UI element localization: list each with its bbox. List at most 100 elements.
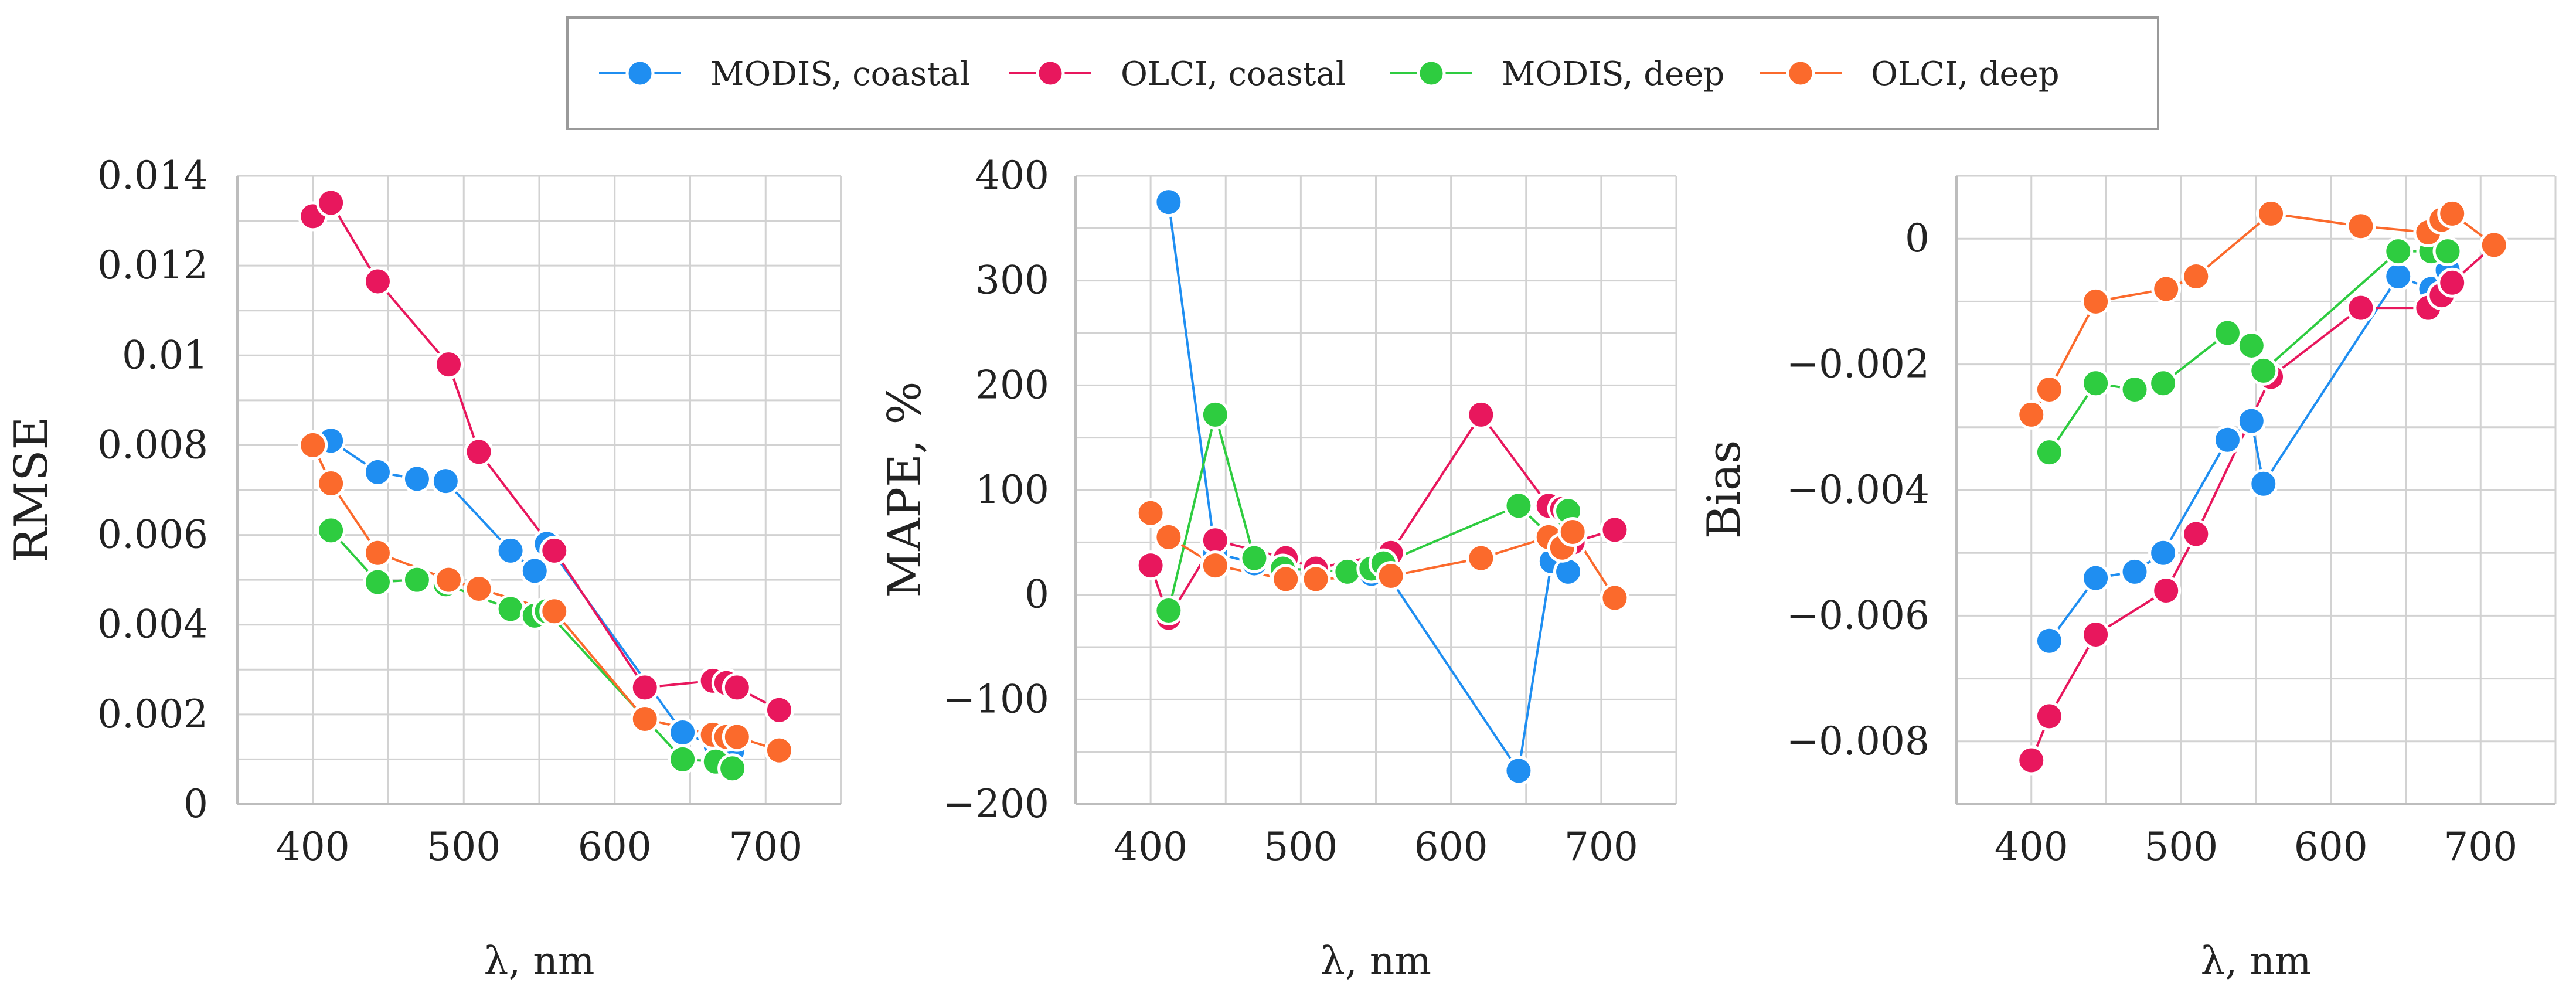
- rmse-point-modis-deep: [717, 753, 748, 784]
- mape-ytick-label: 100: [975, 467, 1049, 512]
- rmse-point-olci-coastal: [434, 349, 464, 380]
- rmse-point-modis-coastal: [495, 535, 526, 566]
- bias-point-olci-coastal: [2151, 576, 2182, 606]
- rmse-point-olci-deep: [539, 596, 570, 627]
- legend-box: [566, 16, 2159, 130]
- rmse-point-modis-coastal: [430, 466, 461, 496]
- bias-chart: −0.008 −0.006 −0.004 −0.002 0 400 500 600 700 λ, …: [1698, 175, 2557, 984]
- mape-xtick-label: 500: [1264, 824, 1338, 869]
- rmse-chart: 0 0.002 0.004 0.006 0.008 0.01 0.012 0.014 400 50…: [5, 153, 842, 984]
- mape-point-olci-coastal: [1466, 399, 1496, 430]
- mape-ytick-label: −100: [943, 676, 1049, 722]
- bias-point-modis-coastal: [2081, 563, 2111, 593]
- bias-point-modis-coastal: [2119, 556, 2150, 587]
- rmse-point-olci-deep: [764, 735, 794, 766]
- rmse-ytick-label: 0.008: [97, 422, 208, 467]
- legend-item-olci-coastal: OLCI, coastal: [1009, 55, 1346, 93]
- bias-point-olci-coastal: [2081, 620, 2111, 650]
- mape-ytick-label: 300: [975, 258, 1049, 303]
- bias-ytick-label: −0.006: [1786, 593, 1930, 638]
- legend-item-olci-deep: OLCI, deep: [1760, 55, 2060, 93]
- rmse-point-modis-deep: [362, 567, 393, 597]
- mape-ytick-label: 400: [975, 153, 1049, 198]
- rmse-ytick-label: 0.002: [97, 692, 208, 737]
- legend: MODIS, coastal OLCI, coastal MODIS, deep…: [566, 16, 2159, 130]
- bias-point-modis-deep: [2212, 318, 2242, 348]
- bias-point-olci-coastal: [2181, 519, 2211, 549]
- rmse-point-olci-deep: [434, 564, 464, 595]
- bias-point-modis-coastal: [2248, 468, 2279, 499]
- mape-point-olci-deep: [1200, 550, 1230, 581]
- bias-point-modis-coastal: [2034, 625, 2064, 656]
- mape-point-modis-deep: [1153, 595, 1184, 625]
- rmse-point-olci-coastal: [464, 437, 494, 467]
- mape-point-modis-coastal: [1553, 556, 1583, 587]
- bias-point-modis-deep: [2432, 236, 2463, 267]
- rmse-xlabel: λ, nm: [484, 938, 595, 984]
- bias-point-modis-deep: [2248, 355, 2279, 386]
- bias-point-olci-coastal: [2346, 293, 2376, 323]
- bias-point-olci-deep: [2151, 274, 2182, 304]
- rmse-point-olci-deep: [298, 430, 328, 460]
- mape-point-modis-deep: [1200, 399, 1230, 430]
- mape-point-olci-coastal: [1600, 515, 1630, 545]
- bias-point-olci-deep: [2256, 198, 2286, 229]
- legend-label-olci-deep: OLCI, deep: [1871, 55, 2060, 93]
- rmse-point-modis-coastal: [362, 457, 393, 487]
- rmse-point-olci-deep: [464, 573, 494, 604]
- bias-point-modis-coastal: [2383, 261, 2414, 292]
- bias-ytick-label: −0.002: [1786, 342, 1930, 387]
- mape-chart: −200 −100 0 100 200 300 400 400 500 600 700 λ, nm MA…: [879, 153, 1677, 984]
- bias-point-modis-deep: [2119, 374, 2150, 404]
- rmse-point-olci-deep: [316, 468, 346, 499]
- bias-xtick-label: 400: [1995, 824, 2068, 869]
- rmse-point-modis-deep: [401, 564, 432, 595]
- mape-point-olci-deep: [1557, 516, 1588, 547]
- mape-point-modis-coastal: [1503, 756, 1534, 786]
- mape-point-olci-deep: [1271, 564, 1301, 594]
- mape-point-olci-deep: [1301, 564, 1331, 594]
- mape-xtick-label: 700: [1564, 824, 1638, 869]
- bias-point-modis-deep: [2383, 236, 2414, 267]
- bias-ylabel: Bias: [1698, 440, 1751, 539]
- rmse-ytick-label: 0: [183, 781, 208, 827]
- rmse-point-olci-deep: [362, 538, 393, 568]
- bias-point-olci-deep: [2346, 211, 2376, 242]
- bias-point-olci-deep: [2016, 399, 2047, 430]
- rmse-point-modis-deep: [495, 594, 526, 624]
- bias-point-olci-deep: [2034, 374, 2064, 404]
- mape-point-olci-deep: [1153, 522, 1184, 552]
- bias-line-modis-coastal: [2048, 269, 2449, 642]
- rmse-point-olci-coastal: [764, 695, 794, 725]
- mape-point-olci-deep: [1466, 543, 1496, 573]
- rmse-point-modis-coastal: [519, 556, 550, 586]
- mape-point-modis-coastal: [1153, 187, 1184, 217]
- mape-ytick-label: 0: [1025, 572, 1049, 617]
- bias-point-modis-deep: [2034, 437, 2064, 468]
- rmse-ytick-label: 0.01: [122, 332, 208, 378]
- mape-point-olci-deep: [1600, 583, 1630, 613]
- bias-ytick-label: 0: [1905, 216, 1930, 261]
- mape-xlabel: λ, nm: [1321, 938, 1431, 984]
- bias-ytick-label: −0.008: [1786, 719, 1930, 764]
- rmse-point-olci-deep: [629, 704, 660, 734]
- legend-label-modis-coastal: MODIS, coastal: [710, 55, 970, 93]
- rmse-point-olci-coastal: [316, 188, 346, 218]
- mape-xtick-label: 400: [1114, 824, 1187, 869]
- rmse-ytick-label: 0.004: [97, 602, 208, 647]
- bias-point-modis-coastal: [2212, 424, 2242, 455]
- rmse-xtick-label: 400: [276, 824, 350, 869]
- bias-point-modis-deep: [2081, 368, 2111, 399]
- bias-point-olci-deep: [2437, 198, 2468, 229]
- legend-label-modis-deep: MODIS, deep: [1502, 55, 1724, 93]
- rmse-ytick-label: 0.006: [97, 512, 208, 557]
- legend-item-modis-deep: MODIS, deep: [1390, 55, 1724, 93]
- mape-point-modis-deep: [1239, 543, 1270, 573]
- rmse-point-modis-coastal: [668, 717, 698, 747]
- bias-point-olci-deep: [2181, 261, 2211, 292]
- mape-ytick-label: −200: [943, 781, 1049, 827]
- legend-marker-modis-deep: [1417, 59, 1446, 88]
- bias-point-olci-coastal: [2034, 701, 2064, 732]
- bias-xtick-label: 700: [2444, 824, 2517, 869]
- bias-point-modis-coastal: [2236, 406, 2267, 436]
